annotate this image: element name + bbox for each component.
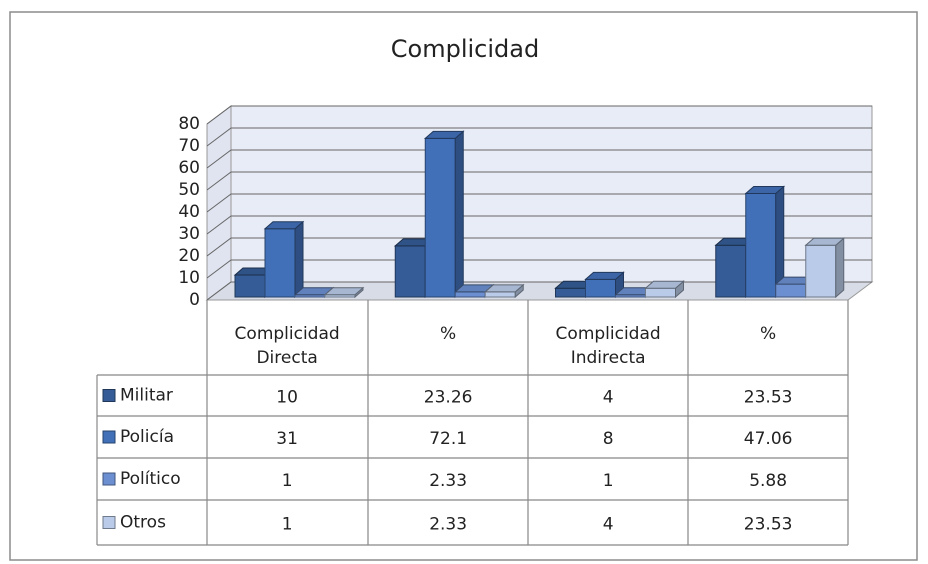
bar-front (585, 278, 616, 298)
bar-front (715, 244, 747, 298)
table-value: 8 (603, 429, 614, 449)
category-text: % (440, 324, 457, 344)
y-tick-label: 30 (178, 224, 200, 244)
bar-top (323, 287, 365, 296)
category-label: Complicidad Directa (234, 324, 340, 368)
y-tick-label: 0 (189, 290, 200, 310)
bar (423, 130, 465, 299)
bar-side (454, 130, 464, 299)
bar-front (805, 244, 837, 298)
bar-front (264, 228, 296, 298)
bar-top (423, 130, 465, 139)
table-value: 1 (282, 515, 293, 535)
category-text: % (760, 324, 777, 344)
bar-front (484, 291, 516, 298)
y-tick-label: 60 (178, 158, 200, 178)
y-tick-label: 80 (178, 114, 200, 134)
legend-label: Policía (120, 427, 174, 447)
bar (323, 286, 365, 299)
legend-key (102, 389, 116, 402)
grid-line (206, 127, 872, 147)
grid-line (206, 171, 872, 191)
legend-key (102, 430, 116, 444)
bar-front (394, 245, 426, 298)
bar-top (804, 237, 846, 246)
table-value: 31 (276, 429, 298, 449)
bar (483, 283, 525, 299)
bar-front (745, 192, 777, 298)
table-value: 4 (603, 388, 614, 408)
bar-top (644, 280, 685, 289)
bar-front (555, 287, 586, 298)
y-tick-label: 50 (178, 180, 200, 200)
bar-front (424, 137, 456, 298)
grid-line (206, 105, 872, 125)
table-value: 2.33 (429, 515, 467, 535)
table-value: 23.53 (744, 515, 793, 535)
legend-label: Militar (120, 386, 173, 406)
table-value: 23.53 (744, 388, 793, 408)
bar-top (584, 271, 625, 280)
y-tick-label: 10 (178, 268, 200, 288)
bar-side (835, 237, 845, 299)
y-tick-label: 40 (178, 202, 200, 222)
y-tick-label: 20 (178, 246, 200, 266)
bar (263, 220, 305, 299)
bar-top (263, 221, 305, 230)
table-value: 4 (603, 515, 614, 535)
table-value: 1 (282, 471, 293, 491)
table-value: 5.88 (749, 471, 787, 491)
bar-top (483, 284, 525, 293)
bar-front (645, 287, 676, 298)
grid-line (206, 215, 872, 235)
table-value: 72.1 (429, 429, 467, 449)
grid-line (206, 193, 872, 213)
table-value: 10 (276, 388, 298, 408)
category-label: % (760, 324, 777, 344)
grid-line (206, 149, 872, 169)
bar-front (775, 283, 807, 298)
legend-label: Político (120, 469, 181, 489)
legend-key (102, 472, 116, 486)
table-value: 23.26 (424, 388, 473, 408)
bar-side (294, 220, 304, 299)
bar (804, 237, 846, 299)
table-value: 2.33 (429, 471, 467, 491)
category-text: Complicidad Directa (234, 324, 340, 368)
table-value: 47.06 (744, 429, 793, 449)
grid-line (206, 237, 872, 257)
y-tick-label: 70 (178, 136, 200, 156)
category-text: Complicidad Indirecta (555, 324, 661, 368)
legend-label: Otros (120, 513, 166, 533)
legend-key (102, 516, 116, 529)
bar (644, 280, 685, 299)
grid-line (206, 259, 872, 279)
table-value: 1 (603, 471, 614, 491)
category-label: % (440, 324, 457, 344)
bar-top (744, 185, 786, 194)
bar (744, 185, 786, 299)
category-label: Complicidad Indirecta (555, 324, 661, 368)
bar-front (234, 274, 266, 298)
chart-title: Complicidad (391, 35, 539, 63)
bar-front (454, 291, 486, 298)
